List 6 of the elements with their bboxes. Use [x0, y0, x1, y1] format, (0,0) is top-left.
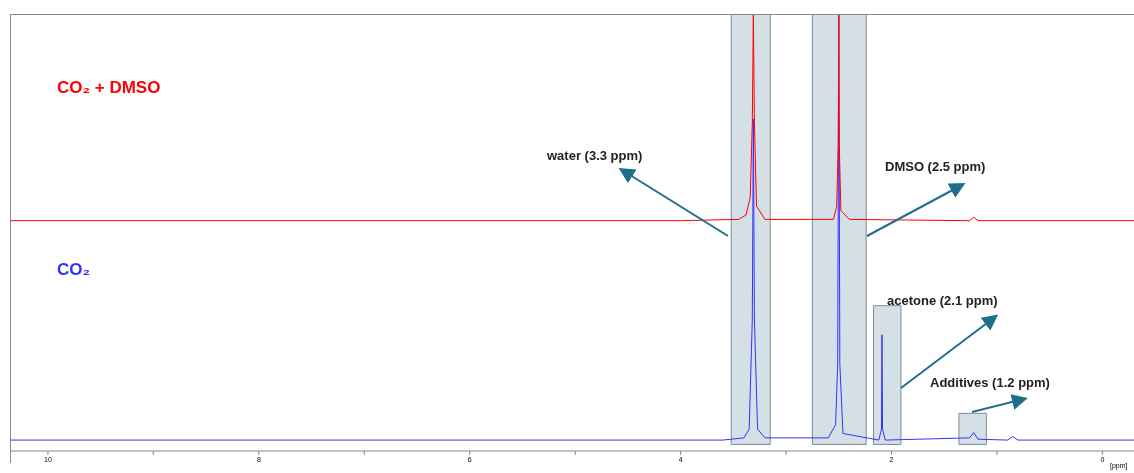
text: CO₂ + DMSO	[57, 78, 161, 98]
annotation: acetone (2.1 ppm)	[887, 293, 998, 308]
annotation: Additives (1.2 ppm)	[930, 375, 1050, 390]
text: CO₂	[57, 260, 91, 280]
annotation: water (3.3 ppm)	[547, 148, 643, 163]
annotation: DMSO (2.5 ppm)	[885, 159, 986, 174]
